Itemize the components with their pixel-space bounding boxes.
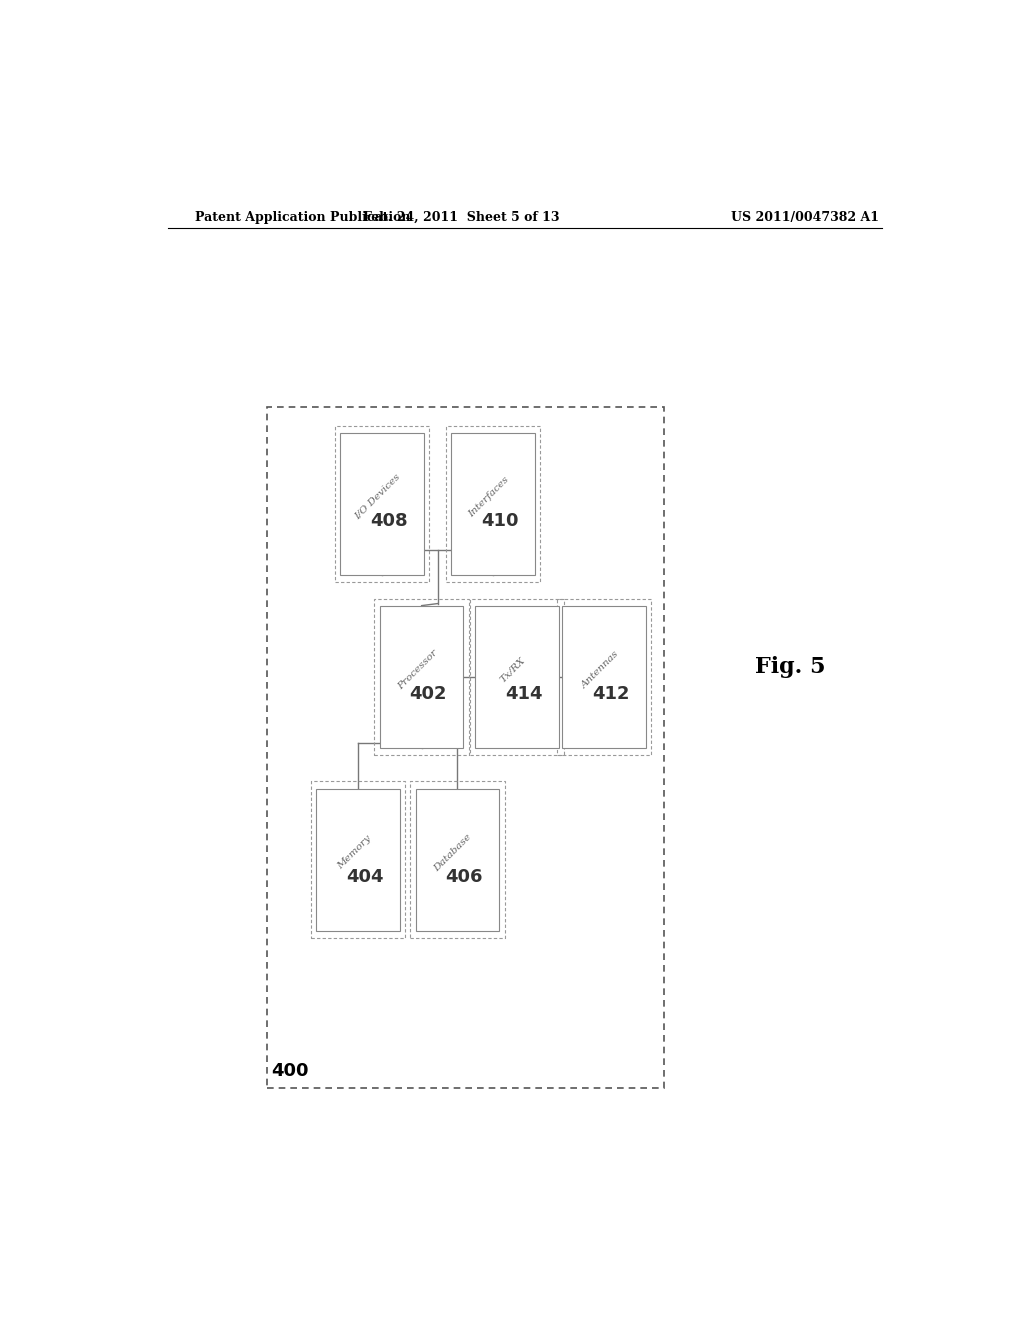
Bar bbox=[452, 433, 535, 576]
Text: Fig. 5: Fig. 5 bbox=[756, 656, 826, 677]
Bar bbox=[316, 788, 399, 931]
Bar bbox=[380, 606, 463, 748]
Text: Antennas: Antennas bbox=[580, 649, 621, 690]
Text: US 2011/0047382 A1: US 2011/0047382 A1 bbox=[731, 211, 880, 224]
Text: 412: 412 bbox=[592, 685, 630, 702]
Text: Database: Database bbox=[433, 832, 474, 873]
Text: 410: 410 bbox=[481, 512, 518, 531]
Text: Interfaces: Interfaces bbox=[467, 475, 511, 519]
Bar bbox=[267, 408, 664, 1089]
Bar bbox=[470, 598, 564, 755]
Bar bbox=[557, 598, 651, 755]
Text: 404: 404 bbox=[346, 867, 384, 886]
Bar bbox=[311, 781, 406, 939]
Bar bbox=[411, 781, 505, 939]
Bar bbox=[475, 606, 558, 748]
Text: Patent Application Publication: Patent Application Publication bbox=[196, 211, 411, 224]
Text: Processor: Processor bbox=[396, 648, 439, 692]
Text: Feb. 24, 2011  Sheet 5 of 13: Feb. 24, 2011 Sheet 5 of 13 bbox=[364, 211, 559, 224]
Text: 402: 402 bbox=[410, 685, 447, 702]
Text: 406: 406 bbox=[445, 867, 482, 886]
Bar bbox=[375, 598, 469, 755]
Text: Tx/RX: Tx/RX bbox=[499, 655, 527, 684]
Text: I/O Devices: I/O Devices bbox=[353, 473, 402, 521]
Text: Memory: Memory bbox=[335, 834, 373, 871]
Bar bbox=[562, 606, 646, 748]
Text: 414: 414 bbox=[505, 685, 543, 702]
Text: 408: 408 bbox=[370, 512, 408, 531]
Bar bbox=[445, 426, 541, 582]
Bar bbox=[335, 426, 429, 582]
Text: 400: 400 bbox=[270, 1063, 308, 1080]
Bar bbox=[340, 433, 424, 576]
Bar bbox=[416, 788, 499, 931]
